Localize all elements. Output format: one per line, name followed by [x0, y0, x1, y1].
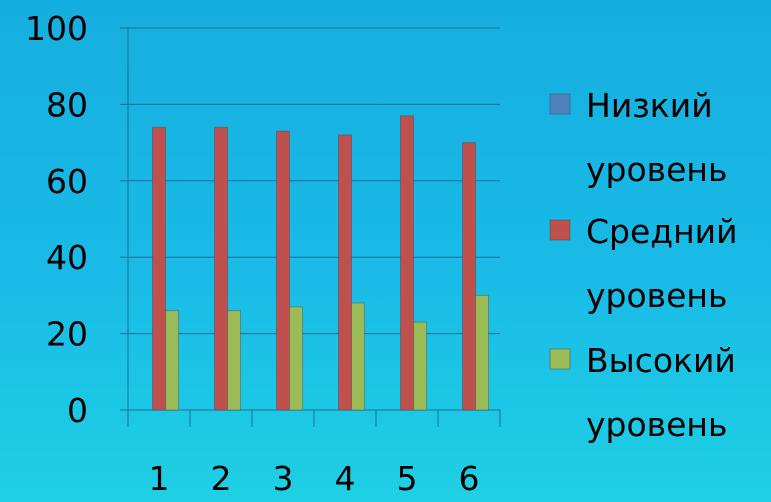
legend-item: Средний уровень: [549, 212, 738, 315]
bar: [227, 310, 241, 411]
bar: [165, 310, 179, 411]
bar: [338, 134, 352, 411]
legend-label: уровень: [586, 405, 727, 444]
legend: Низкий уровень Средний уровень Высокий уровен…: [549, 86, 738, 444]
x-tick-label: 1: [149, 459, 170, 498]
legend-swatch: [549, 93, 571, 115]
legend-item: Высокий уровень: [549, 341, 736, 444]
x-tick-label: 2: [211, 459, 232, 498]
y-tick-label: 100: [25, 9, 88, 48]
gridlines: [128, 27, 500, 335]
y-tick-labels: 0 20 40 60 80 100: [25, 9, 88, 430]
y-tick-label: 60: [46, 162, 88, 201]
bar: [413, 321, 427, 411]
y-tick-label: 20: [46, 315, 88, 354]
y-tick-label: 40: [46, 238, 88, 277]
legend-label: Высокий: [586, 341, 736, 380]
bar: [152, 126, 166, 411]
x-tick-label: 6: [459, 459, 480, 498]
x-tick-label: 5: [397, 459, 418, 498]
bar: [276, 130, 290, 411]
y-tick-label: 80: [46, 85, 88, 124]
bar: [351, 302, 365, 411]
legend-label: Средний: [586, 212, 738, 251]
legend-label: уровень: [586, 150, 727, 189]
x-tick-label: 4: [335, 459, 356, 498]
bar: [462, 142, 476, 411]
legend-swatch: [549, 219, 571, 241]
x-tick-label: 3: [273, 459, 294, 498]
legend-swatch: [549, 348, 571, 370]
legend-label: уровень: [586, 276, 727, 315]
bar: [289, 306, 303, 411]
y-tick-label: 0: [67, 391, 88, 430]
legend-item: Низкий уровень: [549, 86, 727, 189]
bar: [400, 115, 414, 411]
bar: [214, 126, 228, 411]
bars: [152, 115, 489, 411]
bar: [475, 294, 489, 411]
axes: [120, 27, 501, 427]
legend-label: Низкий: [586, 86, 713, 125]
x-tick-labels: 1 2 3 4 5 6: [149, 459, 480, 498]
